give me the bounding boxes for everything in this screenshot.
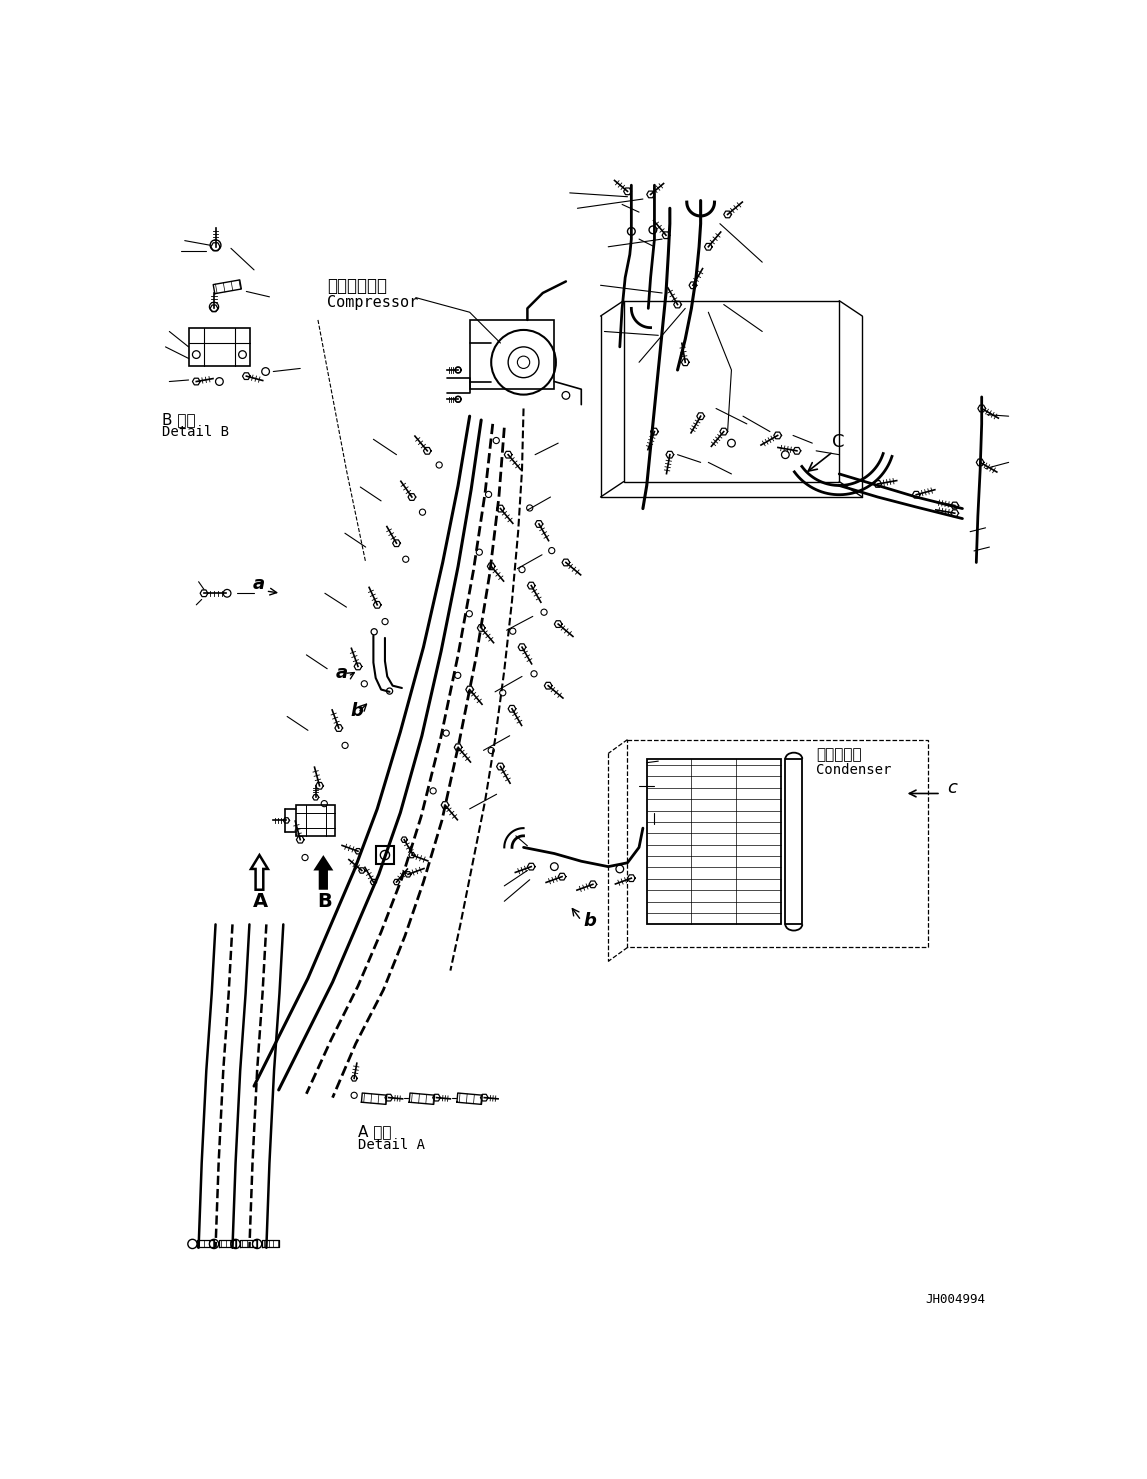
- Bar: [469, 319, 554, 389]
- Text: JH004994: JH004994: [926, 1293, 985, 1306]
- Text: Condenser: Condenser: [817, 763, 891, 778]
- Text: A 詳細: A 詳細: [358, 1124, 391, 1139]
- Text: コンデンサ: コンデンサ: [817, 747, 861, 762]
- Bar: [647, 759, 781, 924]
- Bar: [624, 300, 840, 482]
- Text: C: C: [832, 433, 844, 451]
- Text: a: a: [336, 664, 348, 682]
- Text: Detail A: Detail A: [358, 1139, 426, 1152]
- Bar: [627, 740, 928, 948]
- Text: Compressor: Compressor: [327, 294, 419, 309]
- Text: b: b: [350, 703, 364, 720]
- Bar: [296, 805, 335, 836]
- Text: a: a: [252, 575, 265, 593]
- Text: c: c: [947, 779, 957, 797]
- Bar: [786, 759, 802, 924]
- Text: B 詳細: B 詳細: [162, 411, 195, 427]
- Bar: [188, 328, 250, 367]
- Text: A: A: [253, 892, 268, 911]
- Text: Detail B: Detail B: [162, 424, 228, 439]
- Text: b: b: [584, 913, 596, 930]
- Bar: [376, 846, 395, 864]
- FancyArrow shape: [313, 855, 334, 890]
- Text: コンプレッサ: コンプレッサ: [327, 278, 388, 296]
- Text: B: B: [318, 892, 331, 911]
